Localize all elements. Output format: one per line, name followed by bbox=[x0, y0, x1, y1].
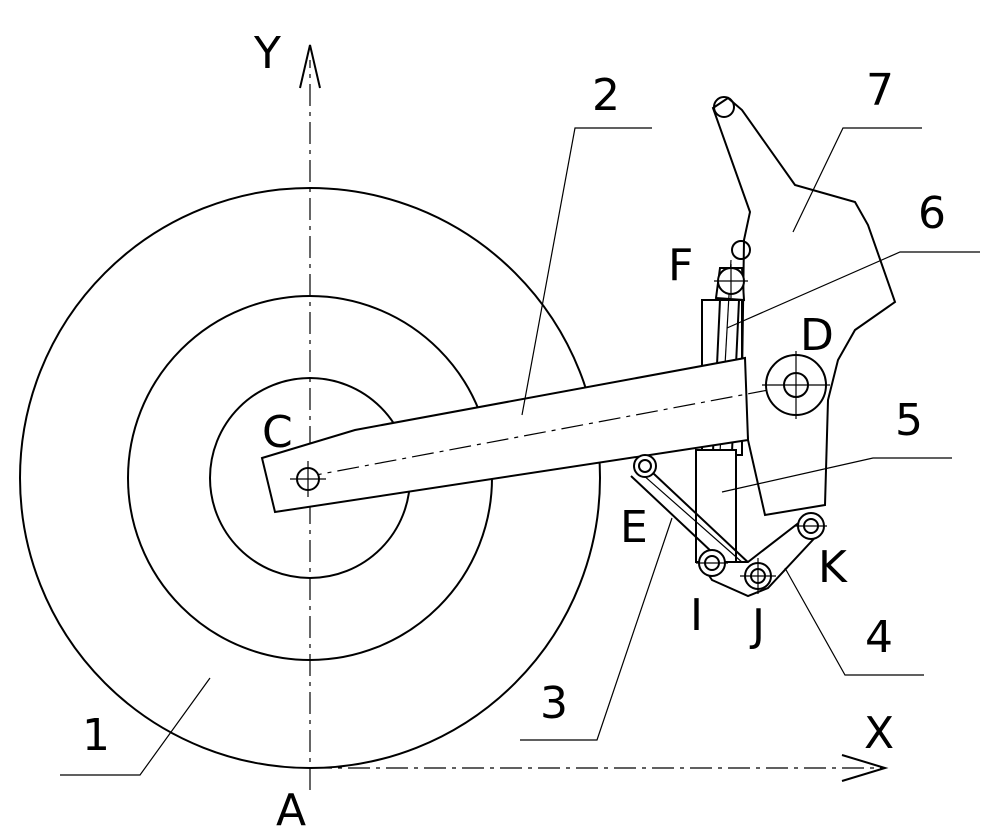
main-arm bbox=[260, 356, 750, 514]
x-axis-arrow bbox=[841, 754, 889, 782]
point-label-a: A bbox=[276, 785, 306, 829]
leader-3 bbox=[520, 517, 673, 741]
point-label-j: J bbox=[749, 600, 765, 651]
point-label-e: E bbox=[620, 502, 648, 553]
link-ej-edge-top bbox=[636, 457, 753, 567]
leader-1 bbox=[60, 677, 211, 776]
joint-e bbox=[633, 454, 657, 478]
point-label-i: I bbox=[690, 590, 703, 641]
x-axis-label: X bbox=[864, 708, 894, 759]
part-label-6: 6 bbox=[918, 188, 946, 239]
point-label-c: C bbox=[262, 407, 293, 458]
part-label-7: 7 bbox=[866, 65, 894, 116]
bracket-pin-upper bbox=[731, 240, 751, 260]
part-label-1: 1 bbox=[82, 710, 110, 761]
leader-4 bbox=[784, 567, 924, 676]
leader-5 bbox=[721, 457, 952, 493]
leader-6 bbox=[726, 251, 980, 329]
wheel-tire-outer bbox=[19, 187, 601, 769]
leaders bbox=[60, 127, 980, 776]
vertical-strut bbox=[695, 449, 737, 563]
part-label-2: 2 bbox=[592, 70, 620, 121]
rocker-ijk bbox=[698, 516, 824, 598]
part-label-3: 3 bbox=[540, 678, 568, 729]
point-label-k: K bbox=[818, 542, 848, 593]
y-axis-arrow bbox=[299, 44, 321, 89]
bracket-top-pin bbox=[713, 96, 735, 118]
y-axis-label: Y bbox=[253, 28, 281, 79]
leader-2 bbox=[521, 127, 652, 416]
point-label-d: D bbox=[800, 310, 834, 361]
leader-7 bbox=[792, 127, 922, 233]
link-ej-centerline bbox=[633, 466, 761, 579]
main-arm-centerline bbox=[299, 384, 796, 479]
axes: Y X bbox=[253, 28, 894, 790]
vertical-strut-body bbox=[695, 449, 737, 563]
part-label-4: 4 bbox=[865, 612, 893, 663]
part-label-5: 5 bbox=[895, 395, 923, 446]
joint-e-inner bbox=[638, 459, 652, 473]
point-label-f: F bbox=[668, 240, 693, 291]
